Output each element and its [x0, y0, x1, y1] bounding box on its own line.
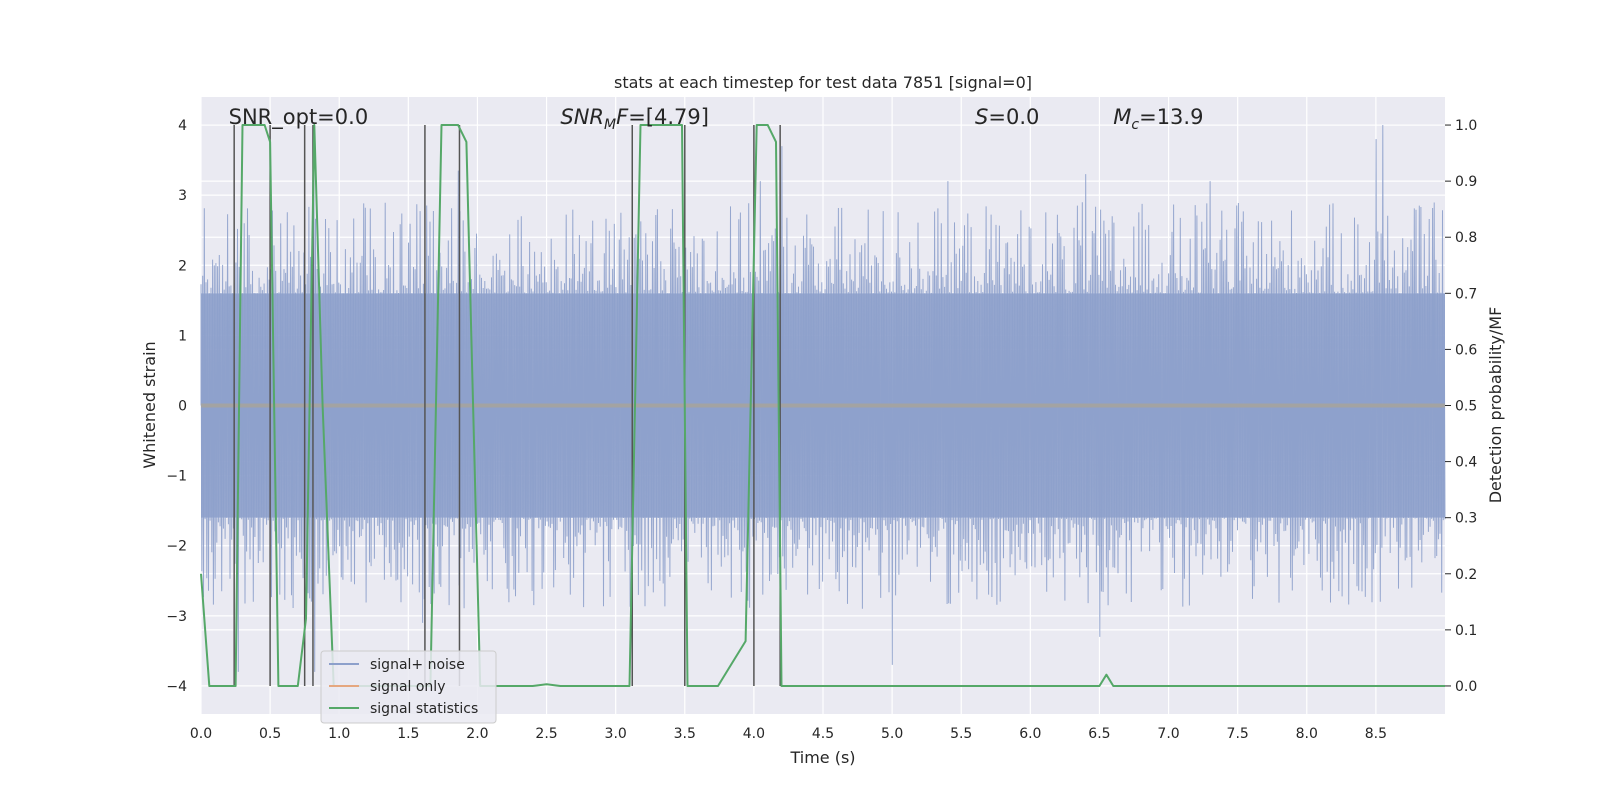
x-tick-label-15: 7.5: [1227, 726, 1249, 742]
x-tick-label-14: 7.0: [1157, 726, 1179, 742]
y-left-tick-label-5: −1: [166, 469, 187, 485]
legend-label-0: signal+ noise: [370, 657, 465, 673]
annotations: SNR_opt=0.0 SNRMF=[4.79] S=0.0 Mc=13.9: [229, 105, 1204, 133]
y-right-tick-label-4: 0.6: [1455, 342, 1477, 358]
x-tick-label-8: 4.0: [743, 726, 765, 742]
x-tick-label-5: 2.5: [535, 726, 557, 742]
x-tick-label-0: 0.0: [190, 726, 212, 742]
x-tick-label-4: 2.0: [466, 726, 488, 742]
x-tick-label-16: 8.0: [1296, 726, 1318, 742]
left-y-axis-ticks: 4 3 2 1 0 −1 −2 −3 −4: [166, 118, 187, 695]
y-right-tick-label-9: 0.1: [1455, 623, 1477, 639]
y-left-tick-label-0: 4: [178, 118, 187, 134]
annotation-s-value: S=0.0: [975, 105, 1039, 129]
y-right-tick-label-2: 0.8: [1455, 230, 1477, 246]
x-tick-label-13: 6.5: [1088, 726, 1110, 742]
legend: signal+ noise signal only signal statistic…: [320, 650, 497, 724]
y-right-tick-label-1: 0.9: [1455, 174, 1477, 190]
legend-box: [320, 650, 497, 724]
legend-label-2: signal statistics: [370, 701, 478, 717]
y-left-tick-label-8: −4: [166, 679, 187, 695]
x-tick-label-12: 6.0: [1019, 726, 1041, 742]
y-left-tick-label-1: 3: [178, 188, 187, 204]
x-tick-label-9: 4.5: [812, 726, 834, 742]
y-right-tick-label-3: 0.7: [1455, 286, 1477, 302]
right-y-axis-ticks: 1.0 0.9 0.8 0.7 0.6 0.5 0.4 0.3 0.2 0.1 0.0: [1445, 118, 1477, 695]
x-tick-label-1: 0.5: [259, 726, 281, 742]
x-tick-label-17: 8.5: [1365, 726, 1387, 742]
y-left-tick-label-6: −2: [166, 539, 187, 555]
y-right-tick-label-5: 0.5: [1455, 399, 1477, 415]
y-right-tick-label-6: 0.4: [1455, 455, 1477, 471]
y-left-tick-label-3: 1: [178, 328, 187, 344]
x-tick-label-3: 1.5: [397, 726, 419, 742]
legend-label-1: signal only: [370, 679, 445, 695]
annotation-snr-mf: SNRMF=[4.79]: [560, 105, 709, 133]
annotation-snr-opt: SNR_opt=0.0: [229, 105, 369, 130]
y-right-tick-label-10: 0.0: [1455, 679, 1477, 695]
noise-trace: [200, 124, 1446, 672]
x-tick-label-7: 3.5: [674, 726, 696, 742]
chart-title: stats at each timestep for test data 785…: [614, 73, 1032, 92]
y-right-tick-label-7: 0.3: [1455, 511, 1477, 527]
y-right-tick-label-8: 0.2: [1455, 567, 1477, 583]
y-left-tick-label-7: −3: [166, 609, 187, 625]
x-tick-label-10: 5.0: [881, 726, 903, 742]
y-left-tick-label-4: 0: [178, 399, 187, 415]
right-y-axis-label: Detection probability/MF: [1486, 307, 1505, 504]
x-axis-label: Time (s): [789, 748, 855, 767]
signal-statistics-series: [200, 124, 1445, 687]
x-tick-label-2: 1.0: [328, 726, 350, 742]
left-y-axis-label: Whitened strain: [140, 341, 159, 468]
y-right-tick-label-0: 1.0: [1455, 118, 1477, 134]
signal-statistics-line: [200, 124, 1445, 687]
y-left-tick-label-2: 2: [178, 258, 187, 274]
x-tick-label-11: 5.5: [950, 726, 972, 742]
x-axis-ticks: 0.0 0.5 1.0 1.5 2.0 2.5 3.0 3.5 4.0 4.5 5.0 5.5 6.0 6…: [190, 726, 1387, 742]
annotation-mc-value: Mc=13.9: [1113, 105, 1203, 133]
x-tick-label-6: 3.0: [605, 726, 627, 742]
